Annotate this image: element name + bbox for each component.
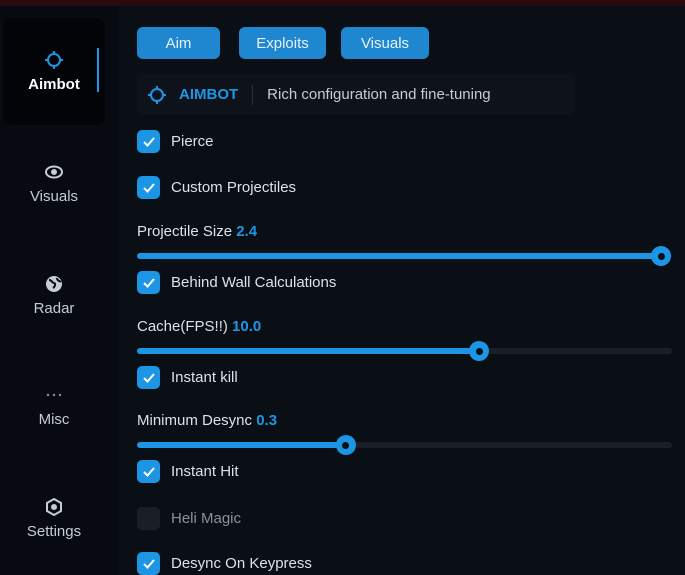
checkbox-label: Pierce <box>171 133 214 150</box>
check-icon <box>137 130 160 153</box>
pierce-checkbox[interactable]: Pierce <box>137 130 214 153</box>
instant-hit-checkbox[interactable]: Instant Hit <box>137 460 239 483</box>
min-desync-slider[interactable] <box>137 435 672 455</box>
cache-label: Cache(FPS!!) 10.0 <box>137 318 262 335</box>
projectile-size-slider[interactable] <box>137 246 672 266</box>
sidebar-item-label: Misc <box>38 411 70 428</box>
projectile-size-label: Projectile Size 2.4 <box>137 223 258 240</box>
checkbox-empty <box>137 507 160 530</box>
checkbox-label: Desync On Keypress <box>171 555 312 572</box>
check-icon <box>137 176 160 199</box>
active-indicator <box>97 48 99 92</box>
check-icon <box>137 271 160 294</box>
tab-visuals[interactable]: Visuals <box>341 27 429 59</box>
section-description: Rich configuration and fine-tuning <box>267 86 491 103</box>
section-header: AIMBOT Rich configuration and fine-tunin… <box>137 74 575 115</box>
behind-wall-checkbox[interactable]: Behind Wall Calculations <box>137 271 336 294</box>
projectile-size-value: 2.4 <box>236 223 258 240</box>
min-desync-value: 0.3 <box>256 412 278 429</box>
custom-projectiles-checkbox[interactable]: Custom Projectiles <box>137 176 296 199</box>
desync-keypress-checkbox[interactable]: Desync On Keypress <box>137 552 312 575</box>
checkbox-label: Behind Wall Calculations <box>171 274 337 291</box>
checkbox-label: Instant kill <box>171 369 238 386</box>
checkbox-label: Custom Projectiles <box>171 179 297 196</box>
sidebar-item-visuals[interactable]: Visuals <box>3 130 105 237</box>
checkbox-label: Heli Magic <box>171 510 242 527</box>
sidebar: Aimbot Visuals Radar Misc Settings <box>0 6 118 575</box>
top-strip <box>0 0 685 6</box>
section-title: AIMBOT <box>179 86 239 103</box>
slider-thumb[interactable] <box>469 341 490 361</box>
more-icon <box>46 393 62 397</box>
tab-aim[interactable]: Aim <box>137 27 220 59</box>
sidebar-item-misc[interactable]: Misc <box>3 353 105 460</box>
sidebar-item-label: Aimbot <box>28 76 80 93</box>
instant-kill-checkbox[interactable]: Instant kill <box>137 366 238 389</box>
check-icon <box>137 366 160 389</box>
check-icon <box>137 460 160 483</box>
sidebar-item-aimbot[interactable]: Aimbot <box>3 18 105 125</box>
divider <box>252 84 254 105</box>
sidebar-item-label: Radar <box>33 300 75 317</box>
checkbox-label: Instant Hit <box>171 463 239 480</box>
slider-thumb[interactable] <box>335 435 356 455</box>
tab-exploits[interactable]: Exploits <box>239 27 326 59</box>
globe-icon <box>46 276 62 292</box>
slider-thumb[interactable] <box>651 246 672 266</box>
eye-icon <box>45 165 63 179</box>
heli-magic-checkbox[interactable]: Heli Magic <box>137 507 241 530</box>
cache-slider[interactable] <box>137 341 672 361</box>
sidebar-item-label: Visuals <box>29 188 79 205</box>
gear-icon <box>46 497 62 517</box>
sidebar-item-radar[interactable]: Radar <box>3 242 105 349</box>
crosshair-icon <box>45 51 63 69</box>
sidebar-item-settings[interactable]: Settings <box>3 465 105 572</box>
min-desync-label: Minimum Desync 0.3 <box>137 412 278 429</box>
check-icon <box>137 552 160 575</box>
cache-value: 10.0 <box>232 318 262 335</box>
crosshair-icon <box>148 85 166 104</box>
sidebar-item-label: Settings <box>26 523 82 540</box>
